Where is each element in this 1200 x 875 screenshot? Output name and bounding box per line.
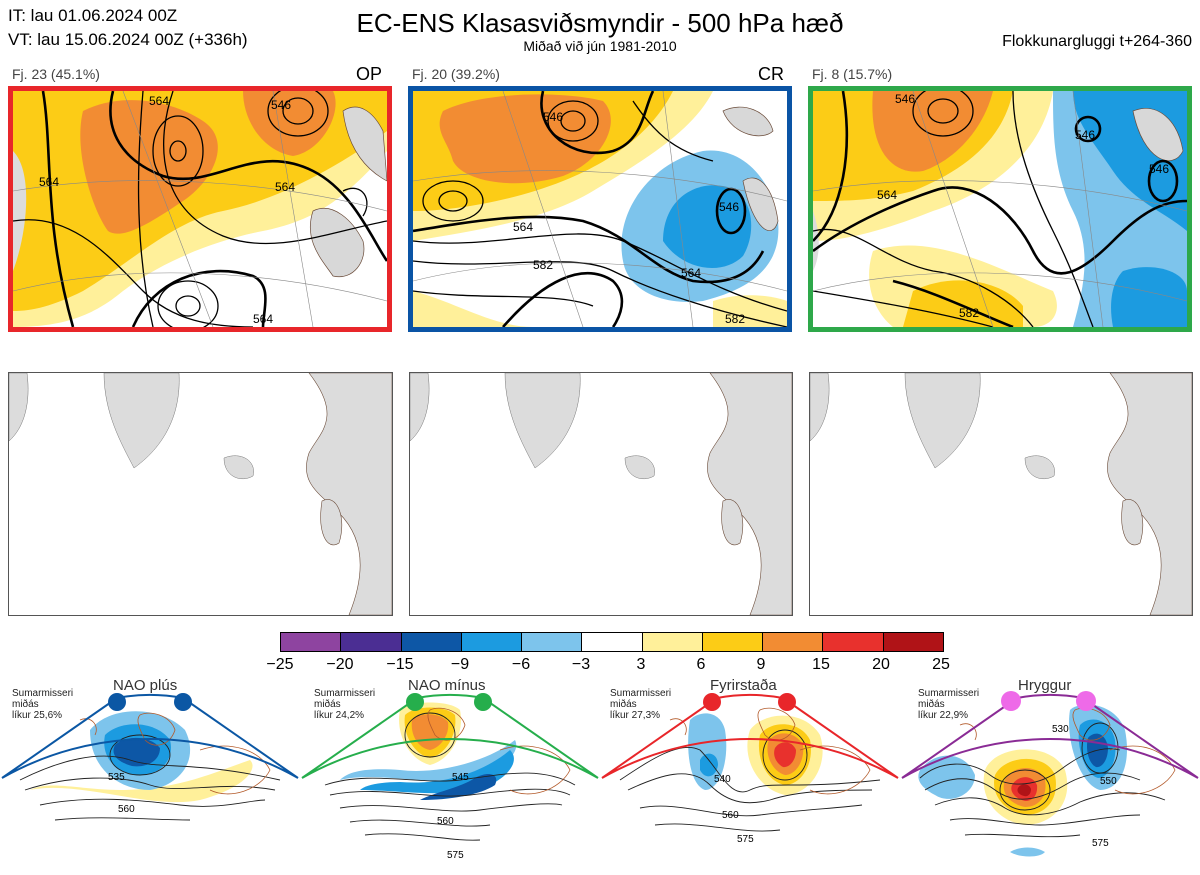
climatology-subtitle: Miðað við jún 1981-2010 <box>523 38 677 54</box>
cluster-3-contour-5: 582 <box>959 306 979 320</box>
colorbar-swatch-5 <box>522 633 583 651</box>
cluster-2-map: 546 564 582 546 564 582 <box>408 86 792 332</box>
colorbar-swatch-2 <box>341 633 402 651</box>
init-time: IT: lau 01.06.2024 00Z <box>8 6 178 25</box>
colorbar-swatch-6 <box>582 633 643 651</box>
cluster-3-contour-4: 546 <box>1149 162 1169 176</box>
cluster-2-contour-5: 564 <box>681 266 701 280</box>
page-title: EC-ENS Klasasviðsmyndir - 500 hPa hæð <box>356 8 844 38</box>
cluster-1-contour-1: 564 <box>39 175 59 189</box>
cluster-3-contour-1: 546 <box>895 92 915 106</box>
pattern-3-contour-1: 540 <box>714 774 731 785</box>
pattern-4-marker-dot <box>1076 691 1096 711</box>
pattern-1-mean: miðás <box>12 699 39 710</box>
pattern-1-map: 535 560 <box>0 690 300 870</box>
pattern-1-title: NAO plús <box>113 677 178 694</box>
pattern-1-season: Sumarmisseri <box>12 688 74 699</box>
pattern-3-season: Sumarmisseri <box>610 688 672 699</box>
pattern-1-contour-2: 560 <box>118 804 135 815</box>
cluster-1-map: 564 546 564 564 564 <box>8 86 392 332</box>
cluster-1-contour-5: 564 <box>149 94 169 108</box>
colorbar-tick: −3 <box>571 656 591 673</box>
pattern-2-map: 545 560 575 <box>300 690 600 870</box>
colorbar-swatch-10 <box>823 633 884 651</box>
colorbar-swatch-9 <box>763 633 824 651</box>
cluster-1-label: Fj. 23 (45.1%) <box>12 66 100 82</box>
cluster-3-contour-2: 564 <box>877 188 897 202</box>
colorbar-swatch-3 <box>401 633 462 651</box>
pattern-2-marker-dot <box>406 693 424 711</box>
pattern-4-mean: miðás <box>918 699 945 710</box>
pattern-3-probability: líkur 27,3% <box>610 710 661 721</box>
pattern-1-contour-1: 535 <box>108 772 125 783</box>
pattern-4-title: Hryggur <box>1018 677 1072 694</box>
cluster-1-code: OP <box>356 64 383 84</box>
colorbar-tick: 6 <box>696 656 706 673</box>
cluster-window: Flokkunargluggi t+264-360 <box>1002 33 1192 50</box>
pattern-2-mean: miðás <box>314 699 341 710</box>
colorbar-tick: −9 <box>450 656 470 673</box>
colorbar-swatch-11 <box>883 633 943 651</box>
pattern-4-contour-2: 550 <box>1100 776 1117 787</box>
cluster-2-contour-1: 546 <box>543 110 563 124</box>
pattern-3-contour-3: 575 <box>737 834 754 845</box>
pattern-3-map: 540 560 575 <box>600 690 900 870</box>
pattern-1-probability: líkur 25,6% <box>12 710 63 721</box>
pattern-3-mean: miðás <box>610 699 637 710</box>
cluster-2-contour-2: 564 <box>513 220 533 234</box>
empty-map-1 <box>8 372 393 616</box>
colorbar-tick: −20 <box>326 656 354 673</box>
cluster-3-map: 546 564 546 546 582 <box>808 86 1192 332</box>
cluster-2-contour-6: 582 <box>725 312 745 326</box>
empty-map-3 <box>809 372 1193 616</box>
pattern-4-map: 530 550 575 <box>900 690 1200 870</box>
pattern-2-marker-dot <box>474 693 492 711</box>
pattern-4-probability: líkur 22,9% <box>918 710 969 721</box>
pattern-4-contour-3: 575 <box>1092 838 1109 849</box>
pattern-4-marker-dot <box>1001 691 1021 711</box>
pattern-1-marker-dot <box>108 693 126 711</box>
colorbar-tick: −15 <box>386 656 414 673</box>
cluster-3-contour-3: 546 <box>1075 128 1095 142</box>
cluster-1-contour-2: 546 <box>271 98 291 112</box>
pattern-4-contour-1: 530 <box>1052 724 1069 735</box>
colorbar-tick: 3 <box>636 656 646 673</box>
pattern-1-marker-dot <box>174 693 192 711</box>
cluster-2-contour-3: 582 <box>533 258 553 272</box>
cluster-1-contour-4: 564 <box>253 312 273 326</box>
colorbar-swatch-1 <box>281 633 342 651</box>
colorbar-tick: 20 <box>872 656 890 673</box>
pattern-3-title: Fyrirstaða <box>710 677 777 694</box>
anomaly-colorbar <box>280 632 944 652</box>
pattern-4-season: Sumarmisseri <box>918 688 980 699</box>
pattern-2-probability: líkur 24,2% <box>314 710 365 721</box>
colorbar-swatch-4 <box>461 633 523 651</box>
pattern-3-marker-dot <box>703 693 721 711</box>
pattern-2-season: Sumarmisseri <box>314 688 376 699</box>
cluster-1-contour-3: 564 <box>275 180 295 194</box>
colorbar-tick: −25 <box>266 656 294 673</box>
pattern-3-contour-2: 560 <box>722 810 739 821</box>
colorbar-swatch-8 <box>702 633 764 651</box>
pattern-2-title: NAO mínus <box>408 677 486 694</box>
empty-map-2 <box>409 372 793 616</box>
cluster-2-contour-4: 546 <box>719 200 739 214</box>
colorbar-swatch-7 <box>642 633 703 651</box>
pattern-2-contour-2: 560 <box>437 816 454 827</box>
cluster-2-label: Fj. 20 (39.2%) <box>412 66 500 82</box>
colorbar-tick: −6 <box>511 656 531 673</box>
pattern-2-contour-1: 545 <box>452 772 469 783</box>
cluster-3-label: Fj. 8 (15.7%) <box>812 66 893 82</box>
pattern-3-marker-dot <box>778 693 796 711</box>
cluster-2-code: CR <box>758 64 784 84</box>
colorbar-tick: 15 <box>812 656 830 673</box>
colorbar-tick: 25 <box>932 656 950 673</box>
pattern-2-contour-3: 575 <box>447 850 464 861</box>
valid-time: VT: lau 15.06.2024 00Z (+336h) <box>8 30 248 49</box>
colorbar-tick: 9 <box>756 656 766 673</box>
